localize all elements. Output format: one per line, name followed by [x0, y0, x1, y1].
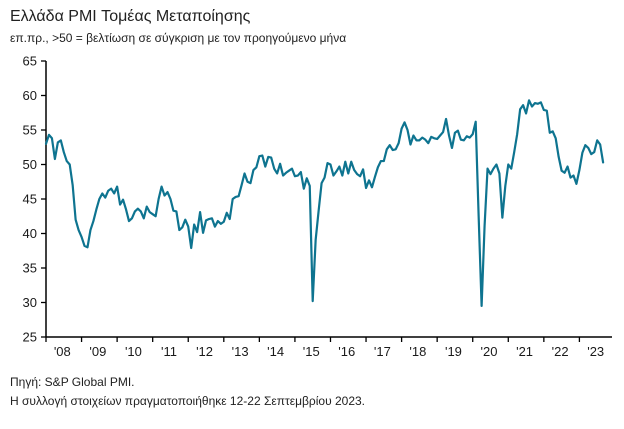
- y-tick-label: 65: [23, 54, 37, 69]
- pmi-series-line: [44, 99, 605, 308]
- x-tick-label: '17: [374, 344, 391, 359]
- x-tick-label: '22: [552, 344, 569, 359]
- y-tick-label: 55: [23, 123, 37, 138]
- y-tick-label: 40: [23, 226, 37, 241]
- chart-subtitle: επ.πρ., >50 = βελτίωση σε σύγκριση με το…: [10, 31, 347, 45]
- x-tick-label: '09: [89, 344, 106, 359]
- x-tick-label: '15: [303, 344, 320, 359]
- x-tick-label: '14: [267, 344, 284, 359]
- chart-area: 25 30 35 40 45 50 55 60 65 '08 '09 '10 '11 '12 '13 '14 '…: [4, 53, 624, 370]
- y-tick-label: 60: [23, 88, 37, 103]
- x-tick-label: '20: [481, 344, 498, 359]
- x-tick-label: '21: [516, 344, 533, 359]
- x-tick-label: '13: [232, 344, 249, 359]
- x-tick-label: '19: [445, 344, 462, 359]
- x-tick-label: '18: [409, 344, 426, 359]
- x-tick-label: '08: [54, 344, 71, 359]
- x-tick-label: '16: [338, 344, 355, 359]
- y-tick-label: 35: [23, 261, 37, 276]
- source-note: Πηγή: S&P Global PMI.: [10, 375, 135, 389]
- y-tick-label: 45: [23, 192, 37, 207]
- collection-note: Η συλλογή στοιχείων πραγματοποιήθηκε 12-…: [10, 393, 365, 408]
- y-tick-label: 50: [23, 157, 37, 172]
- pmi-line-chart: 25 30 35 40 45 50 55 60 65 '08 '09 '10 '11 '12 '13 '14 '…: [23, 54, 612, 359]
- x-tick-label: '12: [196, 344, 213, 359]
- x-tick-label: '11: [161, 344, 177, 359]
- y-tick-label: 25: [23, 330, 37, 345]
- x-tick-label: '10: [125, 344, 142, 359]
- x-tick-label: '23: [587, 344, 604, 359]
- y-tick-label: 30: [23, 295, 37, 310]
- chart-title: Ελλάδα PMI Τομέας Μεταποίησης: [10, 8, 251, 25]
